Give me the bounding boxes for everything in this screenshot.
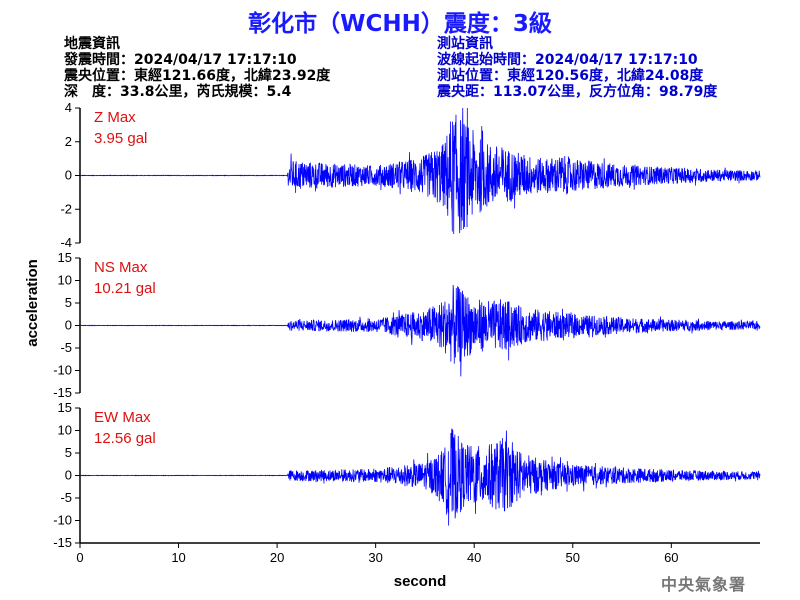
y-tick-label-z: 2	[65, 134, 72, 149]
y-tick-label-z: -2	[60, 201, 72, 216]
y-tick-label-z: 0	[65, 168, 72, 183]
station-location: 測站位置：東經120.56度，北緯24.08度	[437, 68, 704, 84]
x-tick-label: 60	[664, 550, 678, 565]
trace-ew	[79, 428, 761, 526]
epicentral-distance: 震央距：113.07公里，反方位角：98.79度	[437, 84, 718, 100]
y-tick-label-ew: 10	[58, 423, 72, 438]
station-info-heading: 測站資訊	[437, 36, 493, 52]
y-tick-label-ns: 10	[58, 273, 72, 288]
x-tick-label: 30	[368, 550, 382, 565]
trace-z	[79, 107, 761, 235]
max-label-ew: EW Max	[94, 409, 151, 426]
x-tick-label: 10	[171, 550, 185, 565]
y-tick-label-ns: 15	[58, 250, 72, 265]
y-tick-label-ew: 0	[65, 468, 72, 483]
earthquake-info: 地震資訊 發震時間：2024/04/17 17:17:10 震央位置：東經121…	[64, 36, 330, 100]
x-tick-label: 40	[467, 550, 481, 565]
y-tick-label-ew: 5	[65, 445, 72, 460]
y-tick-label-z: 4	[65, 100, 72, 115]
trace-ns	[79, 285, 761, 377]
x-tick-label: 50	[566, 550, 580, 565]
y-tick-label-ns: -5	[60, 340, 72, 355]
y-tick-label-ew: -10	[53, 513, 72, 528]
earthquake-info-heading: 地震資訊	[64, 36, 120, 52]
y-tick-label-ns: 0	[65, 318, 72, 333]
station-info: 測站資訊 波線起始時間：2024/04/17 17:17:10 測站位置：東經1…	[437, 36, 717, 100]
max-value-ns: 10.21 gal	[94, 280, 156, 297]
y-axis-title: acceleration	[24, 259, 41, 347]
y-tick-label-ns: 5	[65, 295, 72, 310]
max-value-ew: 12.56 gal	[94, 430, 156, 447]
origin-time: 發震時間：2024/04/17 17:17:10	[64, 52, 297, 68]
y-tick-label-ew: -5	[60, 490, 72, 505]
y-tick-label-ew: 15	[58, 400, 72, 415]
y-tick-label-ew: -15	[53, 535, 72, 550]
x-tick-label: 20	[270, 550, 284, 565]
page-title: 彰化市（WCHH）震度：3級	[248, 11, 552, 37]
agency-name: 中央氣象署	[660, 575, 746, 594]
wave-start-time: 波線起始時間：2024/04/17 17:17:10	[437, 52, 698, 68]
max-value-z: 3.95 gal	[94, 130, 147, 147]
max-label-z: Z Max	[94, 109, 136, 126]
depth-magnitude: 深 度：33.8公里，芮氏規模：5.4	[64, 84, 292, 100]
x-axis-title: second	[394, 573, 447, 590]
y-tick-label-z: -4	[60, 235, 72, 250]
epicenter-location: 震央位置：東經121.66度，北緯23.92度	[64, 68, 331, 84]
y-tick-label-ns: -10	[53, 363, 72, 378]
max-label-ns: NS Max	[94, 259, 148, 276]
x-tick-label: 0	[76, 550, 83, 565]
y-tick-label-ns: -15	[53, 385, 72, 400]
